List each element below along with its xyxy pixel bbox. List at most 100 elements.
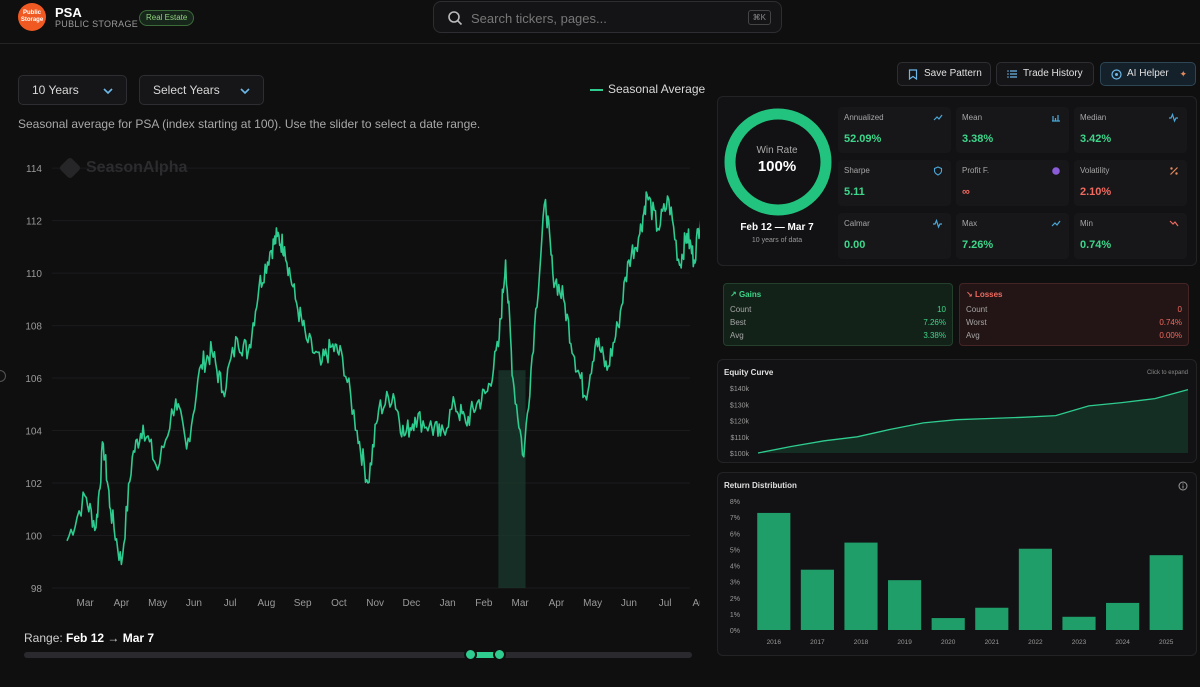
- distribution-x-tick: 2022: [1028, 639, 1043, 646]
- distribution-x-tick: 2025: [1159, 639, 1174, 646]
- info-icon[interactable]: [1178, 481, 1188, 491]
- range-label: Range: Feb 12 → Mar 7: [24, 631, 155, 645]
- metric-label: Volatility: [1080, 166, 1110, 175]
- ai-helper-button[interactable]: AI Helper ✦: [1100, 62, 1196, 86]
- metric-max: Max 7.26%: [956, 213, 1069, 259]
- return-bar-2024: [1106, 602, 1140, 630]
- slider-start-handle[interactable]: [464, 648, 478, 661]
- metric-value: 3.38%: [962, 133, 994, 145]
- return-bar-2023: [1062, 616, 1096, 630]
- seasonal-average-line: [66, 191, 700, 566]
- period-range: Feb 12 — Mar 7: [740, 222, 814, 233]
- distribution-y-tick: 7%: [730, 515, 740, 522]
- trend-up-icon: [933, 114, 943, 121]
- save-pattern-button[interactable]: Save Pattern: [897, 62, 991, 86]
- return-bar-2017: [800, 569, 834, 630]
- metric-label: Annualized: [844, 113, 884, 122]
- distribution-y-tick: 0%: [730, 628, 740, 635]
- metric-value: 0.74%: [1080, 239, 1112, 251]
- distribution-x-tick: 2024: [1115, 639, 1130, 646]
- y-tick-label: 114: [26, 164, 42, 175]
- losses-avg-row: Avg 0.00%: [966, 331, 1182, 340]
- distribution-y-tick: 8%: [730, 499, 740, 506]
- x-tick-label: Sep: [294, 598, 312, 609]
- distribution-y-tick: 3%: [730, 580, 740, 587]
- search-input[interactable]: [471, 8, 741, 28]
- metric-value: 3.42%: [1080, 133, 1112, 145]
- metric-label: Mean: [962, 113, 983, 122]
- y-tick-label: 100: [25, 532, 42, 543]
- pulse-icon: [1169, 113, 1178, 123]
- return-distribution-panel: Return Distribution 8% 7% 6% 5% 4% 3% 2% 1% 0% 20…: [717, 472, 1197, 656]
- metric-label: Median: [1080, 113, 1107, 122]
- metric-min: Min 0.74%: [1074, 213, 1187, 259]
- trade-history-button[interactable]: Trade History: [996, 62, 1094, 86]
- equity-curve-panel[interactable]: Equity Curve Click to expand $140k $130k $…: [717, 359, 1197, 463]
- chart-legend[interactable]: Seasonal Average: [590, 82, 705, 96]
- company-logo[interactable]: Public Storage: [18, 3, 46, 31]
- win-rate-value: 100%: [757, 158, 797, 175]
- distribution-x-tick: 2016: [767, 639, 782, 646]
- metric-value: 2.10%: [1080, 186, 1112, 198]
- watermark: SeasonAlpha: [58, 156, 187, 180]
- sparkle-icon: ✦: [1179, 69, 1187, 79]
- x-tick-label: Mar: [77, 598, 95, 609]
- period-select[interactable]: 10 Years: [18, 75, 127, 105]
- search-box[interactable]: ⌘K: [433, 1, 782, 33]
- company-name: PUBLIC STORAGE: [55, 19, 139, 29]
- percent-icon: [1170, 167, 1178, 175]
- win-rate-label: Win Rate: [756, 145, 798, 156]
- x-tick-label: Jul: [659, 598, 672, 609]
- watermark-logo-icon: [58, 156, 82, 180]
- shield-icon: [933, 166, 943, 176]
- metric-label: Sharpe: [844, 166, 870, 175]
- chevron-down-icon: [103, 88, 113, 95]
- metric-sharpe: Sharpe 5.11: [838, 160, 951, 206]
- list-icon: [1007, 70, 1017, 78]
- metric-volatility: Volatility 2.10%: [1074, 160, 1187, 206]
- ticker-symbol: PSA: [55, 5, 82, 20]
- return-bar-2020: [931, 618, 965, 630]
- equity-area: [758, 389, 1188, 453]
- equity-y-tick: $100k: [730, 451, 750, 458]
- years-select[interactable]: Select Years: [139, 75, 264, 105]
- metric-value: 7.26%: [962, 239, 994, 251]
- metric-label: Profit F.: [962, 166, 990, 175]
- top-bar: Public Storage PSA PUBLIC STORAGE Real E…: [0, 0, 1200, 44]
- click-to-expand-hint: Click to expand: [1146, 370, 1188, 376]
- x-tick-label: Nov: [366, 598, 384, 609]
- return-distribution-chart: 8% 7% 6% 5% 4% 3% 2% 1% 0% 2016 2017 2018 2019 2020 20…: [730, 499, 1183, 646]
- losses-worst-row: Worst 0.74%: [966, 318, 1182, 327]
- trend-up-icon: [1051, 220, 1061, 227]
- x-tick-label: May: [583, 598, 602, 609]
- distribution-x-tick: 2019: [897, 639, 912, 646]
- return-distribution-title: Return Distribution: [724, 481, 797, 490]
- date-range-slider[interactable]: [24, 648, 692, 661]
- metric-value: ∞: [962, 186, 970, 198]
- gains-count-row: Count 10: [730, 305, 946, 314]
- metric-label: Max: [962, 219, 978, 228]
- x-tick-label: May: [148, 598, 167, 609]
- metric-profit-f: Profit F. ∞: [956, 160, 1069, 206]
- legend-label: Seasonal Average: [608, 82, 706, 96]
- x-tick-label: Feb: [475, 598, 493, 609]
- range-start: Feb 12: [66, 631, 105, 645]
- seasonal-chart[interactable]: 98 100 102 104 106 108 110 112 114 Mar Apr May Jun J…: [0, 150, 700, 615]
- slider-end-handle[interactable]: [492, 648, 506, 661]
- x-tick-label: Mar: [512, 598, 530, 609]
- return-bar-2016: [757, 512, 791, 630]
- chart-description: Seasonal average for PSA (index starting…: [18, 117, 481, 131]
- y-tick-label: 110: [26, 269, 42, 280]
- x-tick-label: Oct: [331, 598, 347, 609]
- x-tick-label: Apr: [549, 598, 565, 609]
- distribution-y-tick: 1%: [730, 612, 740, 619]
- sector-badge: Real Estate: [139, 10, 195, 26]
- distribution-x-tick: 2021: [985, 639, 1000, 646]
- metric-calmar: Calmar 0.00: [838, 213, 951, 259]
- y-tick-label: 108: [25, 322, 42, 333]
- return-bar-2025: [1149, 555, 1183, 630]
- y-tick-label: 98: [31, 584, 43, 595]
- range-end: Mar 7: [122, 631, 155, 645]
- bookmark-icon: [908, 69, 918, 80]
- y-tick-label: 106: [25, 374, 42, 385]
